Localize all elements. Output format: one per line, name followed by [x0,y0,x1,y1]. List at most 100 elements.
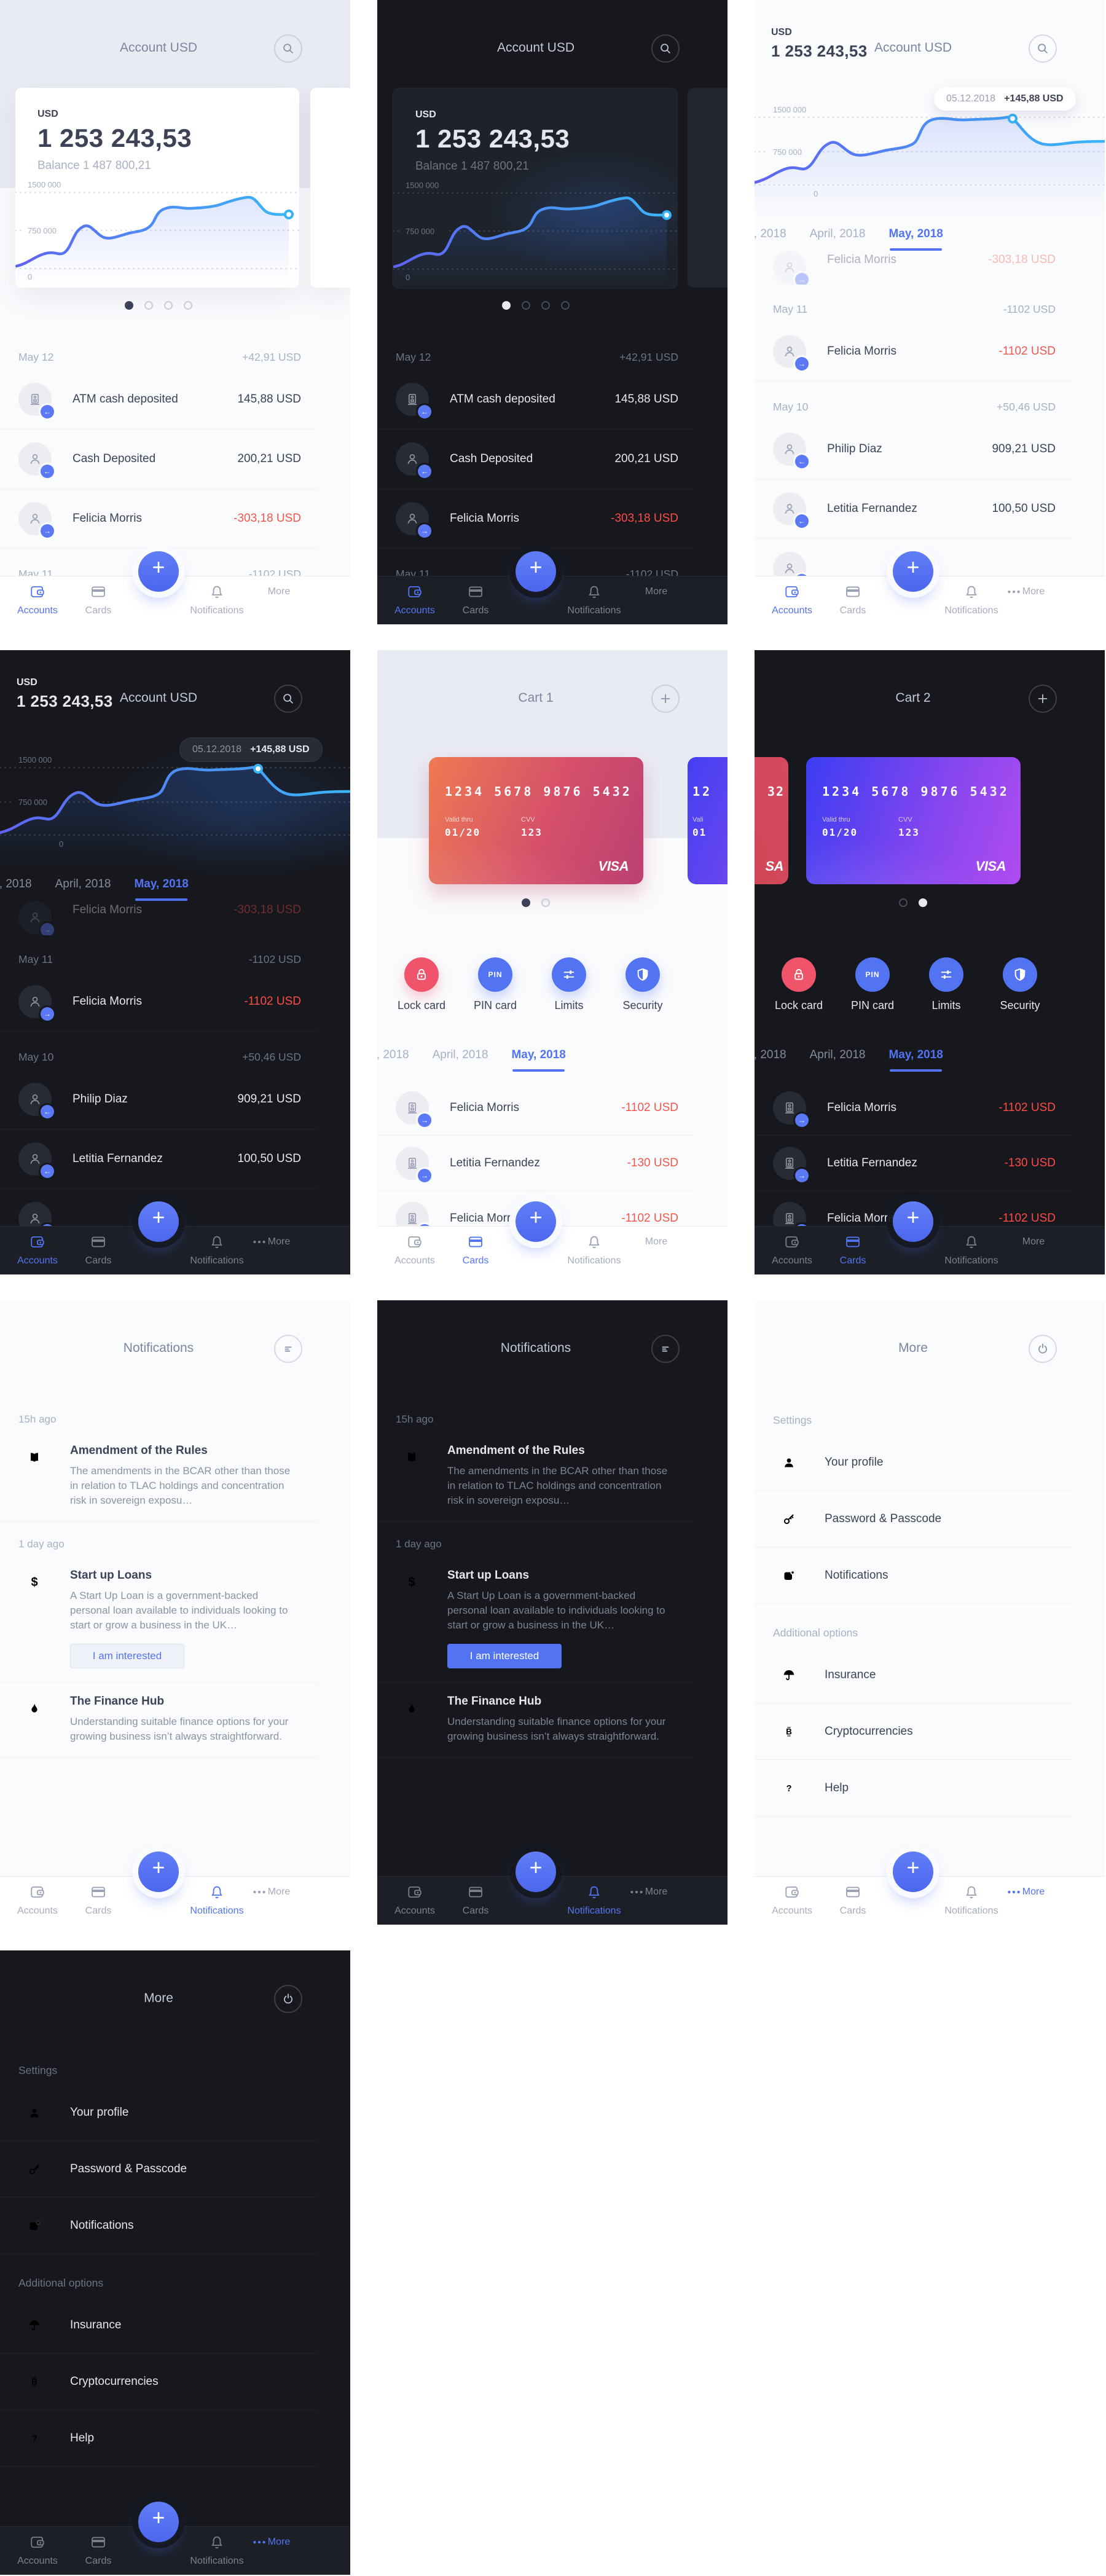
menu-cryptocurrencies[interactable]: B ? Cryptocurrencies [0,2354,317,2410]
nav-notifications[interactable]: Notifications [189,1884,245,1917]
next-card-peek[interactable] [310,88,350,288]
add-button[interactable] [893,1201,933,1242]
tab-march-2018[interactable]: March, 2018 [377,1043,410,1072]
tab-may-2018[interactable]: May, 2018 [510,1043,567,1072]
carousel-dot[interactable] [144,301,153,310]
nav-cards[interactable]: Cards [71,1234,126,1266]
txn-letitia-fernandez[interactable]: Letitia Fernandez -130 USD [377,1136,694,1191]
notification-start-up-loans[interactable]: $ Start up Loans A Start Up Loan is a go… [377,1557,694,1683]
search-button[interactable] [651,34,680,63]
add-card-button[interactable] [1029,685,1057,713]
menu-cryptocurrencies[interactable]: B ? Cryptocurrencies [755,1703,1072,1760]
previous-card-peek[interactable]: 32 SA [755,757,788,884]
nav-accounts[interactable]: Accounts [387,584,442,616]
nav-accounts[interactable]: Accounts [387,1884,442,1917]
security-action[interactable]: PIN Security [606,957,680,1012]
notification-amendment-of-the-rules[interactable]: $ Amendment of the Rules The amendments … [0,1432,317,1522]
nav-accounts[interactable]: Accounts [764,1234,820,1266]
add-button[interactable] [893,1852,933,1892]
search-button[interactable] [274,685,302,713]
nav-more[interactable]: More [1006,1884,1061,1898]
tab-may-2018[interactable]: May, 2018 [133,873,189,901]
next-card-peek[interactable]: 12 Vali 01 [688,757,728,884]
tab-april-2018[interactable]: April, 2018 [54,873,112,901]
tab-may-2018[interactable]: May, 2018 [887,222,944,251]
pin-card-action[interactable]: PIN PIN card [836,957,909,1012]
txn-felicia-morris[interactable]: Felicia Morris -1102 USD [755,1080,1072,1136]
nav-notifications[interactable]: Notifications [189,1234,245,1266]
nav-accounts[interactable]: Accounts [764,584,820,616]
txn-atm-cash-deposited[interactable]: ATM cash deposited 145,88 USD [377,370,694,430]
txn-atm-cash-deposited[interactable]: ATM cash deposited 145,88 USD [0,370,317,430]
txn-felicia-morris[interactable]: Felicia Morris -1102 USD [755,322,1072,382]
tab-march-2018[interactable]: March, 2018 [755,1043,788,1072]
tab-april-2018[interactable]: April, 2018 [809,1043,867,1072]
menu-notifications[interactable]: B ? Notifications [755,1547,1072,1604]
carousel-dot[interactable] [125,301,133,310]
search-button[interactable] [274,34,302,63]
limits-action[interactable]: PIN Limits [909,957,983,1012]
nav-more[interactable]: More [251,584,307,597]
tab-march-2018[interactable]: March, 2018 [0,873,33,901]
nav-cards[interactable]: Cards [448,584,503,616]
credit-card[interactable]: 1234 5678 9876 5432 Valid thru 01/20 CVV 1… [429,757,643,884]
nav-notifications[interactable]: Notifications [189,584,245,616]
menu-help[interactable]: B ? Help [0,2410,317,2467]
carousel-dot[interactable] [541,301,550,310]
add-button[interactable] [138,551,179,592]
nav-cards[interactable]: Cards [825,584,880,616]
nav-more[interactable]: More [629,1234,684,1247]
nav-notifications[interactable]: Notifications [944,1234,999,1266]
nav-more[interactable]: More [251,1884,307,1898]
limits-action[interactable]: PIN Limits [532,957,606,1012]
logout-button[interactable] [274,1985,302,2013]
nav-notifications[interactable]: Notifications [944,1884,999,1917]
menu-insurance[interactable]: B ? Insurance [755,1647,1072,1703]
carousel-dot[interactable] [522,898,530,907]
nav-cards[interactable]: Cards [71,584,126,616]
nav-more[interactable]: More [1006,584,1061,597]
carousel-dot[interactable] [919,898,927,907]
nav-notifications[interactable]: Notifications [189,2534,245,2567]
next-card-peek[interactable] [688,88,728,288]
menu-your-profile[interactable]: B ? Your profile [755,1434,1072,1491]
nav-accounts[interactable]: Accounts [387,1234,442,1266]
nav-accounts[interactable]: Accounts [10,1234,65,1266]
interested-button[interactable]: I am interested [70,1644,184,1668]
menu-insurance[interactable]: B ? Insurance [0,2297,317,2354]
tab-april-2018[interactable]: April, 2018 [809,222,867,251]
add-button[interactable] [516,551,556,592]
security-action[interactable]: PIN Security [983,957,1057,1012]
credit-card[interactable]: 1234 5678 9876 5432 Valid thru 01/20 CVV 1… [806,757,1021,884]
lock-card-action[interactable]: PIN Lock card [762,957,836,1012]
nav-more[interactable]: More [1006,1234,1061,1247]
notification-start-up-loans[interactable]: $ Start up Loans A Start Up Loan is a go… [0,1557,317,1683]
add-button[interactable] [893,551,933,592]
nav-accounts[interactable]: Accounts [10,1884,65,1917]
txn-philip-diaz[interactable]: Philip Diaz 909,21 USD [755,420,1072,479]
nav-cards[interactable]: Cards [448,1234,503,1266]
tab-march-2018[interactable]: March, 2018 [755,222,788,251]
nav-cards[interactable]: Cards [825,1884,880,1917]
menu-notifications[interactable]: B ? Notifications [0,2197,317,2254]
notification-the-finance-hub[interactable]: $ The Finance Hub Understanding suitable… [377,1683,694,1758]
menu-your-profile[interactable]: B ? Your profile [0,2084,317,2141]
tab-april-2018[interactable]: April, 2018 [431,1043,490,1072]
carousel-dot[interactable] [541,898,550,907]
nav-more[interactable]: More [251,2534,307,2548]
add-button[interactable] [138,1201,179,1242]
nav-more[interactable]: More [629,584,684,597]
menu-password-passcode[interactable]: B ? Password & Passcode [755,1491,1072,1547]
nav-more[interactable]: More [629,1884,684,1898]
txn-cash-deposited[interactable]: Cash Deposited 200,21 USD [377,430,694,489]
txn-letitia-fernandez[interactable]: Letitia Fernandez 100,50 USD [0,1129,317,1189]
txn-felicia-morris[interactable]: Felicia Morris -1102 USD [377,1080,694,1136]
interested-button[interactable]: I am interested [447,1644,562,1668]
txn-felicia-morris[interactable]: Felicia Morris -1102 USD [0,972,317,1032]
txn-letitia-fernandez[interactable]: Letitia Fernandez 100,50 USD [755,479,1072,539]
add-button[interactable] [138,1852,179,1892]
nav-notifications[interactable]: Notifications [567,1234,622,1266]
search-button[interactable] [1029,34,1057,63]
tab-may-2018[interactable]: May, 2018 [887,1043,944,1072]
notification-the-finance-hub[interactable]: $ The Finance Hub Understanding suitable… [0,1683,317,1758]
